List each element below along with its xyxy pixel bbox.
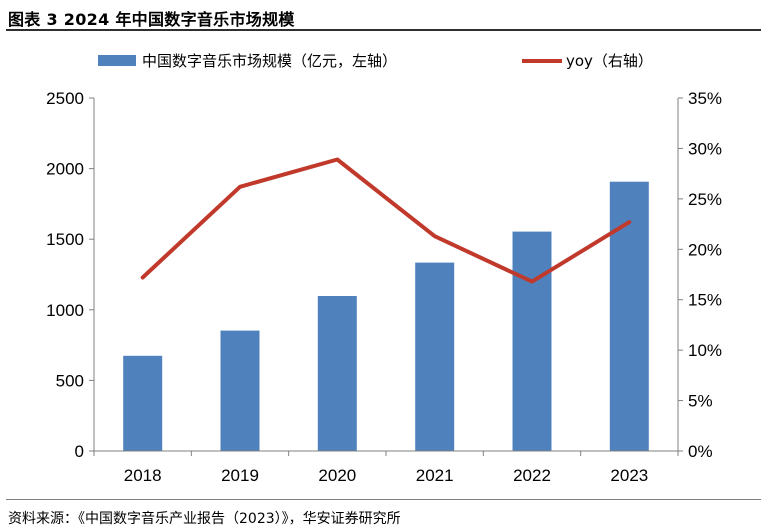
left-tick-label: 0 <box>75 442 84 461</box>
bar-2021 <box>415 262 455 451</box>
yoy-line-series <box>140 157 632 284</box>
right-tick-label: 25% <box>688 190 722 209</box>
yoy-point-2023 <box>627 220 631 224</box>
yoy-point-2021 <box>433 234 437 238</box>
yoy-point-2022 <box>530 280 534 284</box>
x-tick-label: 2020 <box>318 466 356 485</box>
market-size-chart: 中国数字音乐市场规模（亿元，左轴） yoy（右轴） 0 500 1000 1500 20… <box>46 52 722 485</box>
bar-2018 <box>123 355 163 451</box>
left-tick-label: 1000 <box>46 301 84 320</box>
left-tick-label: 2000 <box>46 160 84 179</box>
source-divider <box>6 499 761 500</box>
left-tick-label: 500 <box>56 371 84 390</box>
legend-bar-label: 中国数字音乐市场规模（亿元，左轴） <box>142 52 397 70</box>
right-tick-label: 10% <box>688 341 722 360</box>
x-tick-label: 2018 <box>124 466 162 485</box>
right-tick-label: 20% <box>688 240 722 259</box>
right-tick-label: 5% <box>688 392 713 411</box>
bar-series <box>123 181 649 451</box>
chart-axes: 0 500 1000 1500 2000 2500 0% 5% 10% 15% 20% 25% 30% 3… <box>46 89 722 485</box>
source-note: 资料来源：《中国数字音乐产业报告（2023）》，华安证券研究所 <box>8 511 401 527</box>
left-tick-label: 1500 <box>46 230 84 249</box>
yoy-point-2020 <box>335 158 339 161</box>
chart-legend: 中国数字音乐市场规模（亿元，左轴） yoy（右轴） <box>98 52 653 70</box>
x-tick-label: 2021 <box>416 466 454 485</box>
right-tick-label: 35% <box>688 89 722 108</box>
yoy-point-2018 <box>141 276 145 279</box>
right-tick-label: 15% <box>688 291 722 310</box>
figure-title: 图表 3 2024 年中国数字音乐市场规模 <box>8 10 295 29</box>
bar-2022 <box>512 231 552 451</box>
legend-line-label: yoy（右轴） <box>566 52 653 70</box>
right-tick-label: 30% <box>688 139 722 158</box>
bar-2023 <box>609 181 649 451</box>
x-tick-label: 2022 <box>513 466 551 485</box>
right-tick-label: 0% <box>688 442 713 461</box>
x-tick-label: 2023 <box>610 466 648 485</box>
yoy-line <box>140 157 632 284</box>
bar-2020 <box>317 296 357 451</box>
title-divider <box>6 29 761 31</box>
yoy-point-2019 <box>238 185 242 189</box>
x-tick-label: 2019 <box>221 466 259 485</box>
legend-bar-swatch <box>98 55 136 66</box>
left-tick-label: 2500 <box>46 89 84 108</box>
bar-2019 <box>220 330 260 451</box>
